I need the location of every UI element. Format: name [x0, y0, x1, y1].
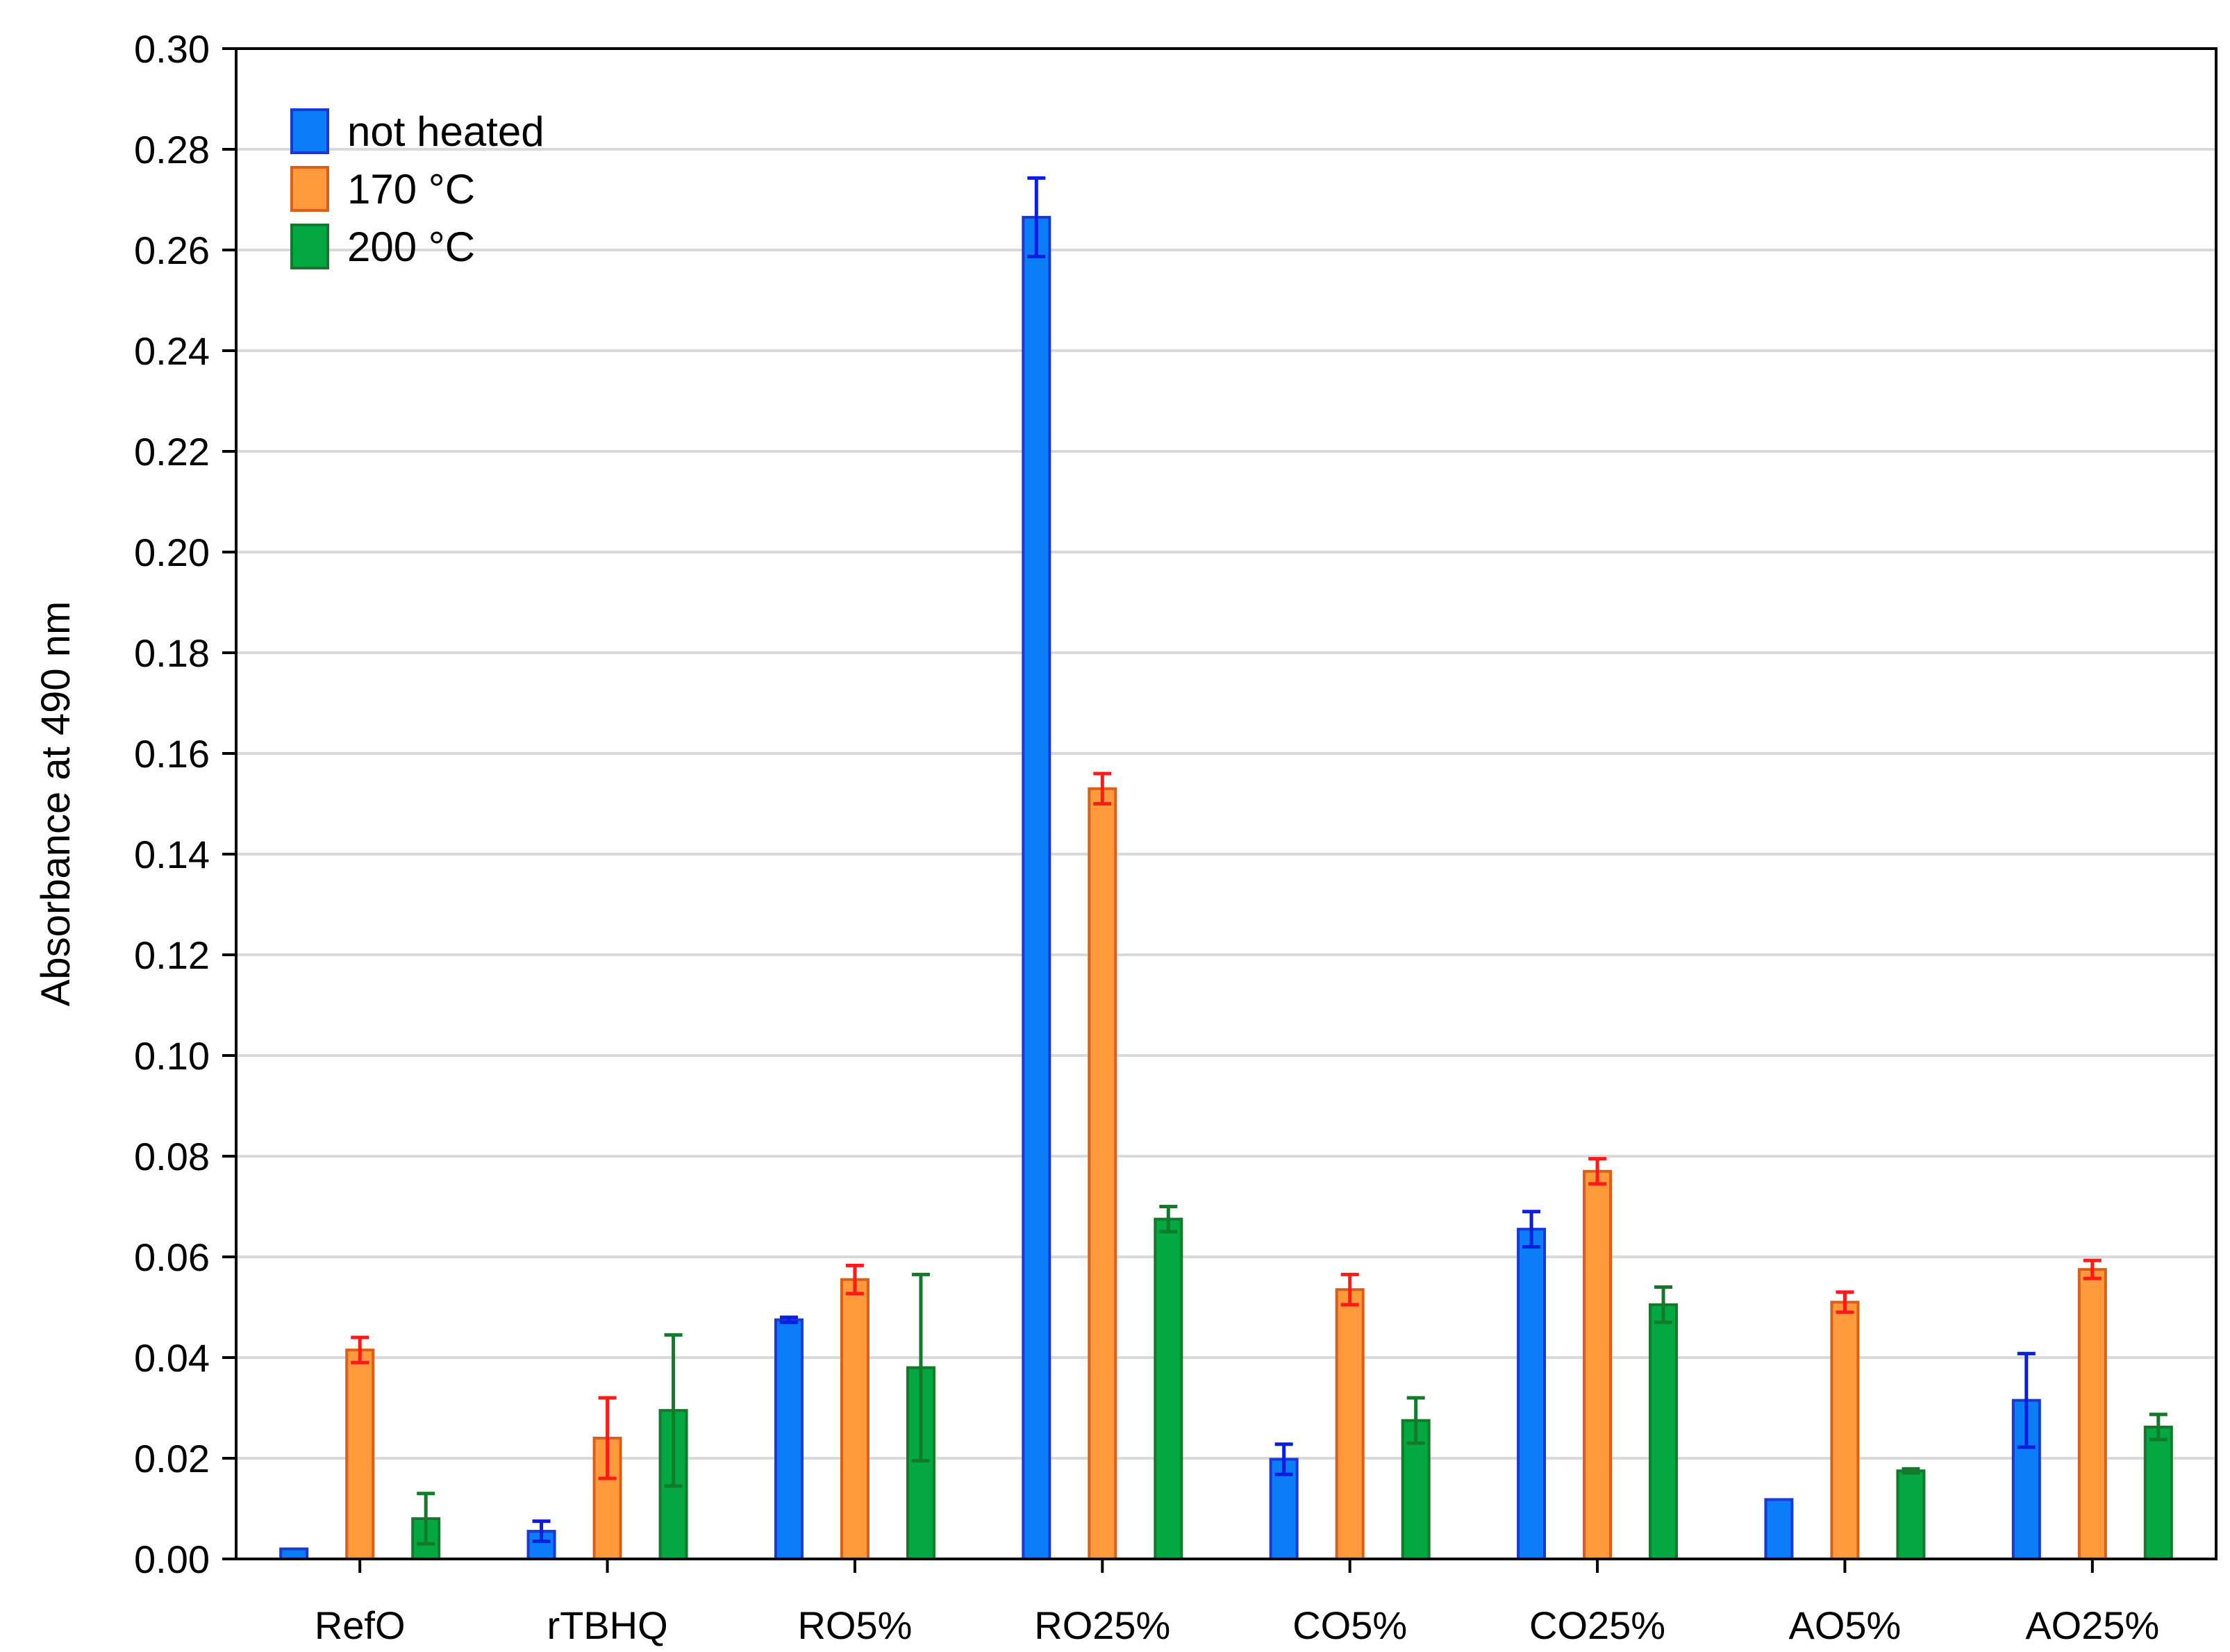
bar-2-ro25 — [1154, 1217, 1183, 1560]
bar-2-co25 — [1649, 1303, 1679, 1560]
y-tick-label: 0.02 — [134, 1437, 210, 1480]
y-tick-label: 0.22 — [134, 430, 210, 474]
bar-0-ro25 — [1022, 215, 1051, 1560]
bar-0-co25 — [1517, 1228, 1547, 1560]
x-axis-ticks: RefO rTBHQ RO5% RO25% CO5% CO25% AO5% AO25% — [315, 1559, 2159, 1647]
bar-2-ao25 — [2143, 1426, 2173, 1561]
legend-label: not heated — [347, 108, 544, 155]
y-tick-label: 0.28 — [134, 128, 210, 172]
bar-1-ao5 — [1830, 1301, 1860, 1560]
bar-1-ao25 — [2077, 1268, 2107, 1560]
plot-frame — [235, 47, 2217, 1560]
legend-swatch — [290, 224, 329, 269]
y-tick-label: 0.20 — [134, 531, 210, 574]
legend-label: 170 °C — [347, 166, 475, 212]
bar-0-ao5 — [1764, 1498, 1794, 1560]
legend-swatch — [290, 108, 329, 154]
bar-0-ro5 — [774, 1318, 804, 1560]
gridlines — [236, 148, 2216, 1460]
bar-1-ro5 — [840, 1278, 869, 1560]
y-tick-label: 0.30 — [134, 27, 210, 71]
legend: not heated 170 °C 200 °C — [290, 108, 544, 270]
bar-0-refo — [279, 1547, 309, 1560]
y-tick-label: 0.18 — [134, 631, 210, 675]
x-tick-label: CO25% — [1529, 1603, 1665, 1647]
y-tick-label: 0.04 — [134, 1336, 210, 1380]
bar-1-co5 — [1335, 1288, 1365, 1560]
legend-swatch — [290, 166, 329, 212]
bar-1-ro25 — [1088, 787, 1117, 1560]
x-tick-label: CO5% — [1292, 1603, 1407, 1647]
y-tick-label: 0.12 — [134, 933, 210, 977]
x-tick-label: AO25% — [2025, 1603, 2159, 1647]
x-tick-label: RO25% — [1034, 1603, 1170, 1647]
bar-2-ao5 — [1896, 1469, 1926, 1560]
y-tick-label: 0.08 — [134, 1135, 210, 1178]
y-tick-label: 0.14 — [134, 833, 210, 876]
legend-label: 200 °C — [347, 224, 475, 270]
y-tick-label: 0.10 — [134, 1034, 210, 1078]
y-tick-label: 0.26 — [134, 228, 210, 272]
x-tick-label: rTBHQ — [547, 1603, 667, 1647]
y-tick-label: 0.16 — [134, 732, 210, 776]
y-tick-label: 0.00 — [134, 1537, 210, 1581]
y-tick-label: 0.24 — [134, 329, 210, 373]
y-tick-label: 0.06 — [134, 1235, 210, 1279]
bar-1-refo — [345, 1349, 375, 1560]
y-axis-title: Absorbance at 490 nm — [33, 601, 78, 1007]
bar-1-co25 — [1583, 1169, 1613, 1560]
error-bars — [351, 176, 2167, 1546]
y-axis-ticks: 0.00 0.02 0.04 0.06 0.08 0.10 0.12 0.14 0.16 0.18… — [134, 27, 236, 1581]
x-tick-label: RO5% — [797, 1603, 912, 1647]
x-tick-label: RefO — [315, 1603, 406, 1647]
x-tick-label: AO5% — [1789, 1603, 1902, 1647]
